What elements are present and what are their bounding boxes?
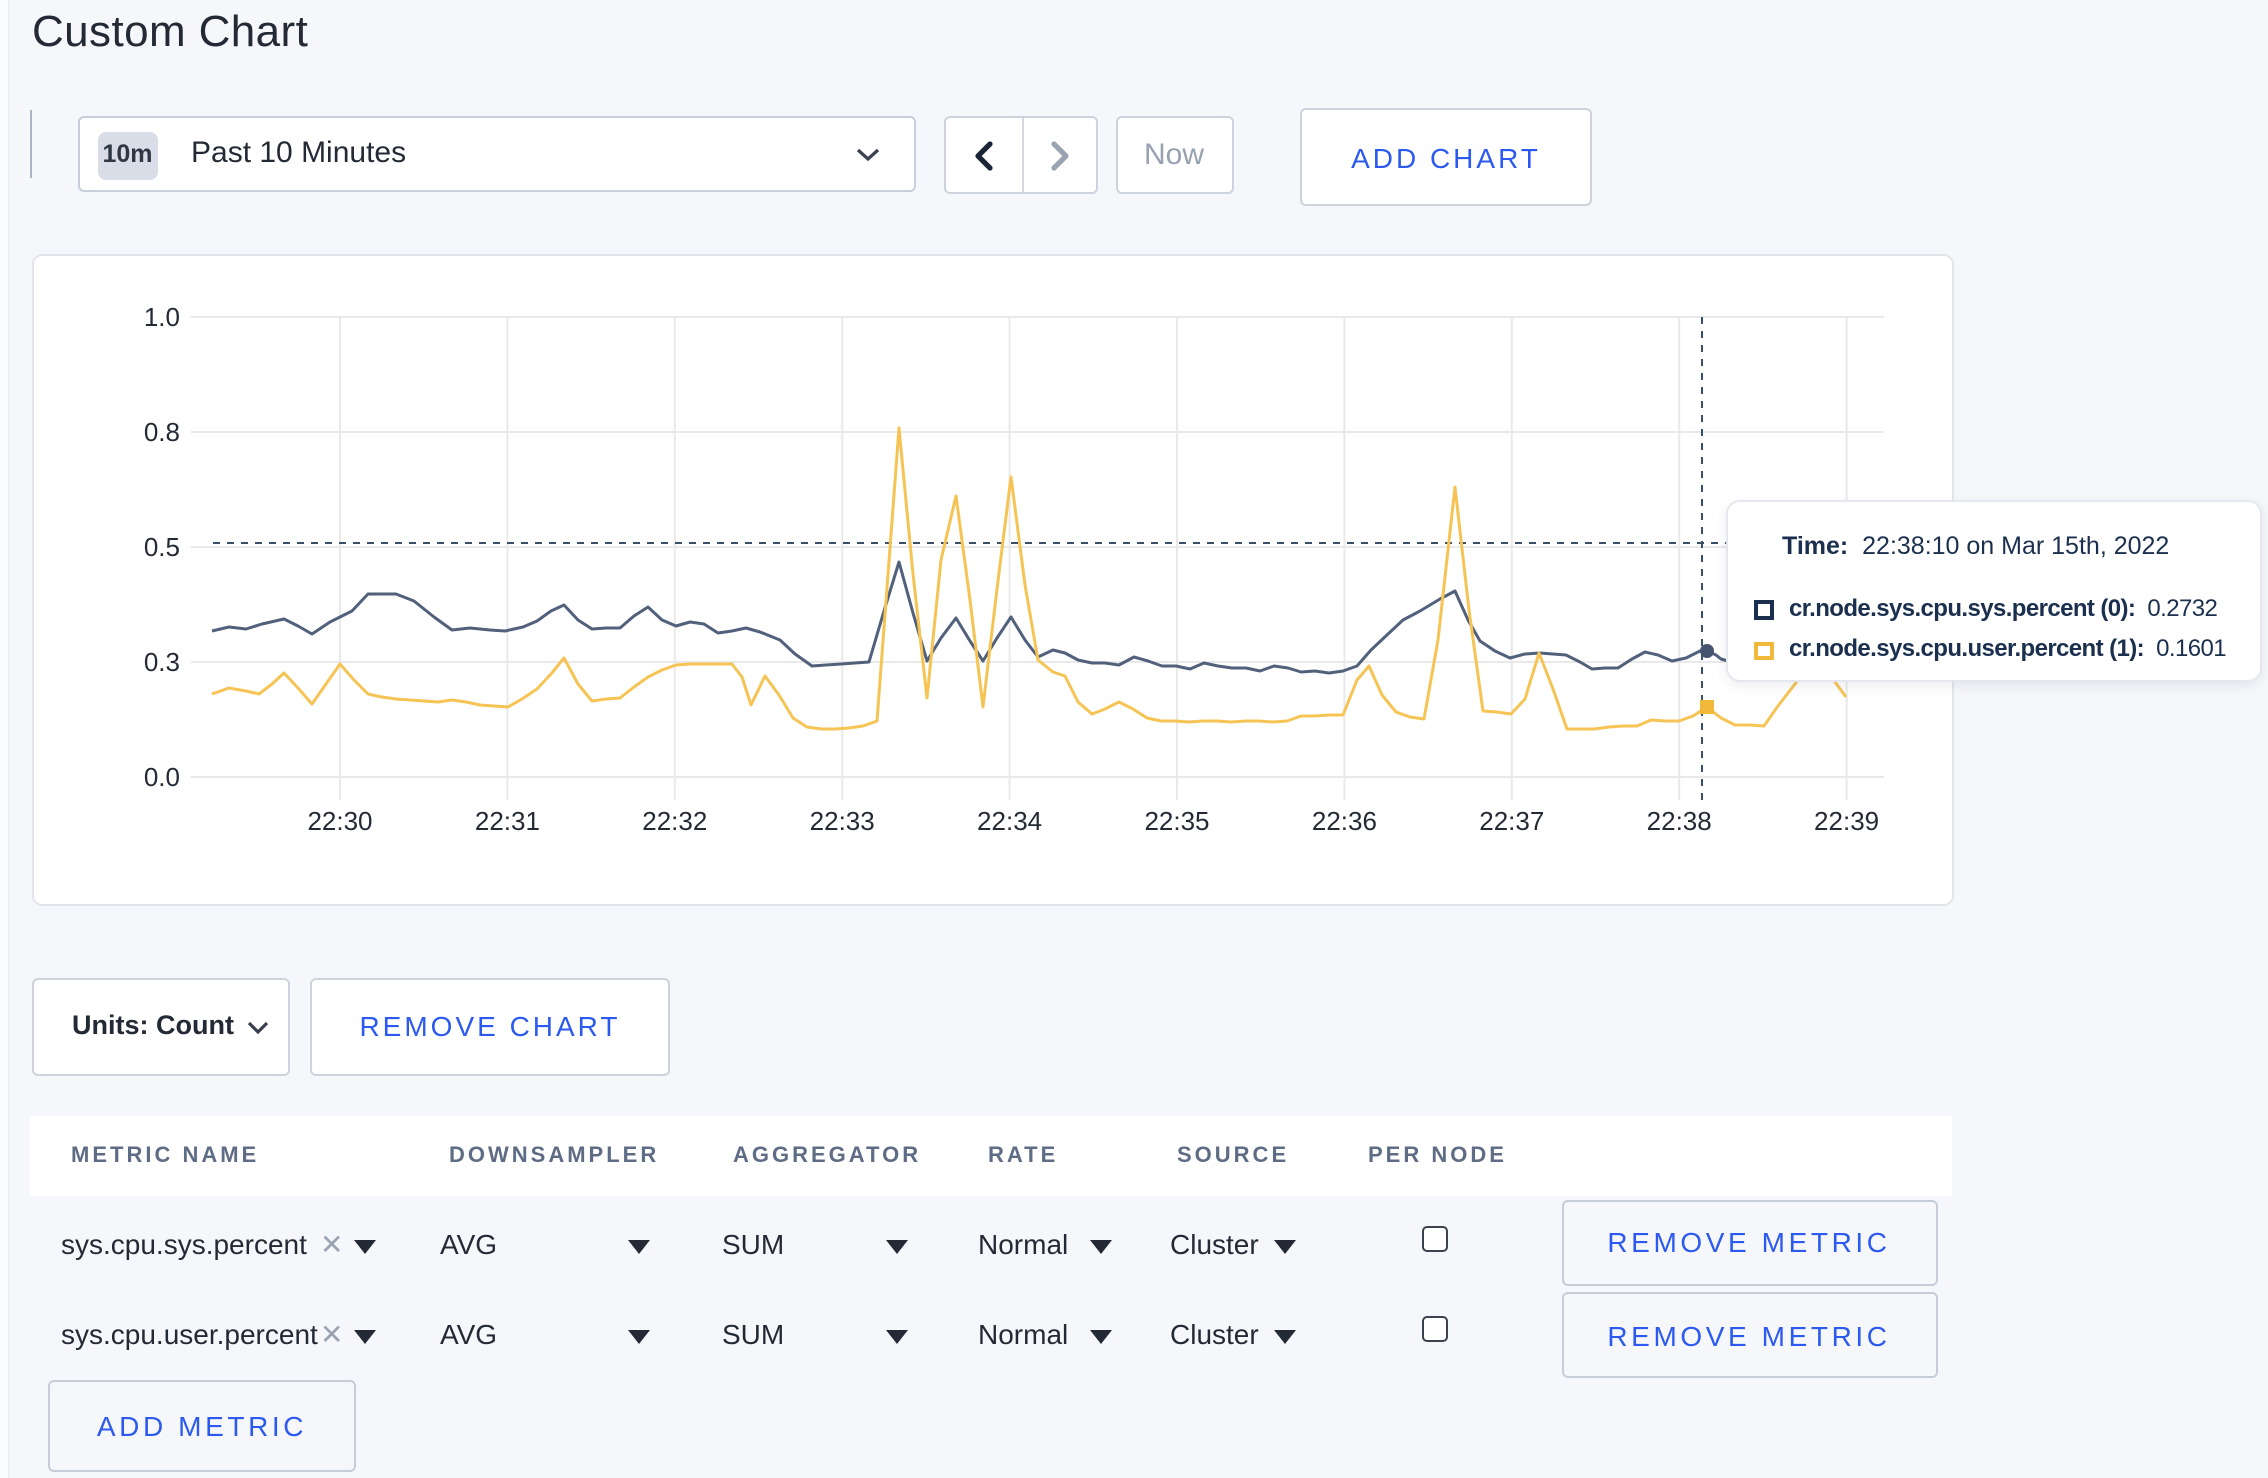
svg-text:0.5: 0.5	[144, 532, 180, 562]
svg-text:22:32: 22:32	[642, 806, 707, 836]
svg-text:0.0: 0.0	[144, 762, 180, 792]
svg-text:0.3: 0.3	[144, 647, 180, 677]
svg-text:22:33: 22:33	[810, 806, 875, 836]
svg-text:22:35: 22:35	[1144, 806, 1209, 836]
svg-text:22:30: 22:30	[307, 806, 372, 836]
svg-text:1.0: 1.0	[144, 302, 180, 332]
svg-text:22:36: 22:36	[1312, 806, 1377, 836]
svg-text:22:31: 22:31	[475, 806, 540, 836]
svg-text:22:39: 22:39	[1814, 806, 1879, 836]
svg-text:22:37: 22:37	[1479, 806, 1544, 836]
svg-text:22:34: 22:34	[977, 806, 1042, 836]
svg-text:0.8: 0.8	[144, 417, 180, 447]
svg-text:22:38: 22:38	[1647, 806, 1712, 836]
